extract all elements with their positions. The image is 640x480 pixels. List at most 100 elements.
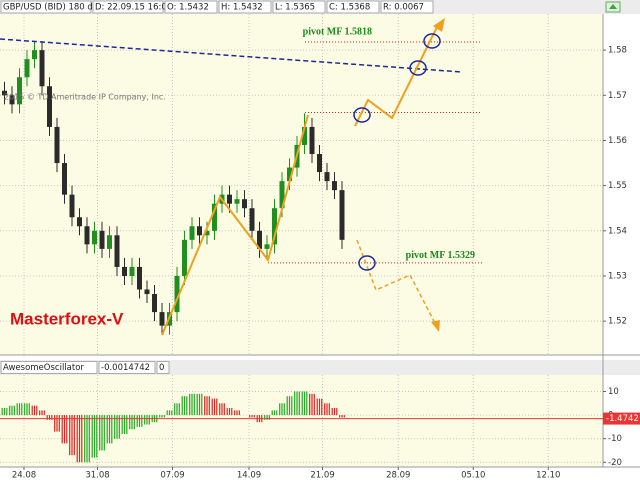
header-box <box>98 361 156 374</box>
header-box <box>326 0 380 14</box>
circle-marker <box>409 60 427 76</box>
candle-body <box>317 154 322 173</box>
candle-body <box>257 230 262 249</box>
header-box <box>0 0 92 14</box>
candle-body <box>24 59 30 78</box>
y-tick-label: 10 <box>608 387 619 397</box>
candle-body <box>107 235 112 249</box>
candle-body <box>77 217 82 227</box>
marks-layer <box>0 41 603 463</box>
pivot-label: pivot MF 1.5818 <box>303 26 372 37</box>
current-value-label: -1.4742 <box>606 414 639 424</box>
x-tick-label: 31.08 <box>85 471 109 480</box>
header-text: GBP/USD (BID) 180 d 4h <box>3 3 106 13</box>
candle-body <box>249 208 255 231</box>
candle-body <box>122 266 127 276</box>
header-text: -0.0014742 <box>101 363 150 373</box>
candle-body <box>62 163 67 195</box>
header-text: O: 1.5432 <box>167 3 209 13</box>
candle-body <box>264 244 270 249</box>
circle-marker <box>353 107 371 123</box>
header-text: D: 22.09.15 16:00 <box>95 3 172 13</box>
header-box <box>156 361 170 374</box>
header-text: AwesomeOscillator <box>3 363 84 373</box>
y-tick-label: 1.54 <box>608 226 627 236</box>
y-tick-label: 1.57 <box>608 91 627 101</box>
y-tick-label: 1.53 <box>608 271 627 281</box>
wave-path <box>161 114 309 336</box>
trend-line <box>0 38 463 73</box>
x-tick-label: 12.10 <box>536 471 560 480</box>
candle-body <box>204 230 210 236</box>
circle-marker <box>423 33 441 49</box>
candle-body <box>182 239 187 276</box>
candle-body <box>129 266 135 276</box>
candle-body <box>302 126 307 145</box>
header-box <box>218 0 272 14</box>
x-tick-label: 28.09 <box>386 471 410 480</box>
candle-body <box>332 181 337 191</box>
header-text: H: 1.5432 <box>221 3 263 13</box>
candle-body <box>99 230 105 249</box>
candle-body <box>272 208 277 245</box>
header-box <box>272 0 326 14</box>
candle-body <box>54 126 60 164</box>
candle-body <box>174 275 180 313</box>
candle-body <box>189 226 195 240</box>
y-tick-label: 1.58 <box>608 46 627 56</box>
candle-body <box>279 181 285 209</box>
icon-arrow <box>609 4 617 9</box>
header-text: 0 <box>159 363 164 373</box>
header-text: L: 1.5365 <box>275 3 315 13</box>
analysis-drawing <box>0 18 463 336</box>
x-tick-label: 05.10 <box>461 471 485 480</box>
grid-layer <box>0 14 603 467</box>
arrow-head <box>431 320 440 332</box>
candle-body <box>92 230 97 245</box>
candle-body <box>159 312 165 326</box>
current-value-box <box>603 412 640 425</box>
candle-body <box>324 172 330 182</box>
candle-body <box>234 199 240 204</box>
forecast-down <box>356 239 437 326</box>
candle-body <box>69 194 75 218</box>
header-text: R: 0.0067 <box>383 3 424 13</box>
x-tick-label: 24.08 <box>12 471 36 480</box>
y-tick-label: 1.56 <box>608 136 627 146</box>
y-tick-label: 1.55 <box>608 181 627 191</box>
pivot-label: pivot MF 1.5329 <box>406 250 475 261</box>
candle-body <box>287 167 292 182</box>
candle-body <box>32 50 37 60</box>
candle-body <box>2 90 7 96</box>
candle-body <box>144 289 150 295</box>
candle-body <box>114 235 120 267</box>
y-tick-label: -10 <box>608 434 622 444</box>
y-tick-label: 1.52 <box>608 317 627 327</box>
arrow-head <box>433 18 445 32</box>
header-box <box>380 0 434 14</box>
copyright: 2015 © TD Ameritrade IP Company, Inc. <box>4 93 166 102</box>
x-tick-label: 07.09 <box>160 471 184 480</box>
candle-body <box>339 190 345 240</box>
candle-body <box>47 86 52 127</box>
forecast-up <box>354 24 439 127</box>
x-tick-label: 21.09 <box>310 471 334 480</box>
candle-body <box>242 199 247 209</box>
window-icon[interactable] <box>605 1 621 13</box>
circle-marker <box>358 255 376 271</box>
candle-body <box>227 194 232 204</box>
candle-body <box>39 50 45 87</box>
candle-body <box>137 266 142 290</box>
header-box <box>164 0 218 14</box>
header-text: C: 1.5368 <box>329 3 370 13</box>
header-box <box>0 361 98 374</box>
candle-body <box>152 294 157 313</box>
candle-body <box>212 203 217 231</box>
header-box <box>92 0 164 14</box>
candle-body <box>197 226 202 236</box>
candle-body <box>309 126 315 155</box>
candle-body <box>9 95 15 105</box>
price-panel <box>0 14 603 355</box>
oscillator-panel <box>0 375 603 467</box>
